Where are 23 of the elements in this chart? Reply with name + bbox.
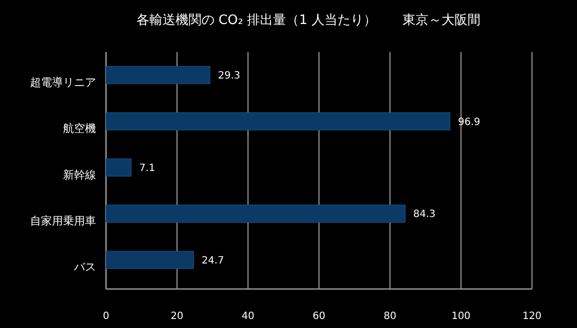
y-tick-label: 新幹線 <box>63 168 96 182</box>
bar <box>106 204 406 223</box>
chart-title: 各輸送機関の CO₂ 排出量（1 人当たり） 東京～大阪間 <box>136 13 481 28</box>
bar <box>106 158 132 177</box>
y-tick-label: 自家用乗用車 <box>30 214 96 228</box>
data-label: 29.3 <box>218 70 240 82</box>
data-label: 84.3 <box>413 209 436 220</box>
data-label: 24.7 <box>202 255 224 266</box>
data-label: 96.9 <box>458 116 480 128</box>
bar <box>106 250 194 269</box>
data-label: 7.1 <box>139 162 156 174</box>
y-tick-label: 超電導リニア <box>30 76 96 89</box>
x-tick-label: 0 <box>102 311 110 322</box>
y-tick-label: バス <box>73 260 96 274</box>
bar <box>106 112 450 130</box>
x-tick-label: 80 <box>384 311 396 322</box>
x-tick-label: 40 <box>242 311 254 322</box>
y-tick-label: 航空機 <box>63 122 96 136</box>
bar <box>106 66 210 84</box>
x-tick-label: 20 <box>170 311 184 322</box>
x-tick-label: 120 <box>522 311 542 322</box>
x-tick-label: 60 <box>312 311 326 322</box>
x-tick-label: 100 <box>451 311 471 322</box>
